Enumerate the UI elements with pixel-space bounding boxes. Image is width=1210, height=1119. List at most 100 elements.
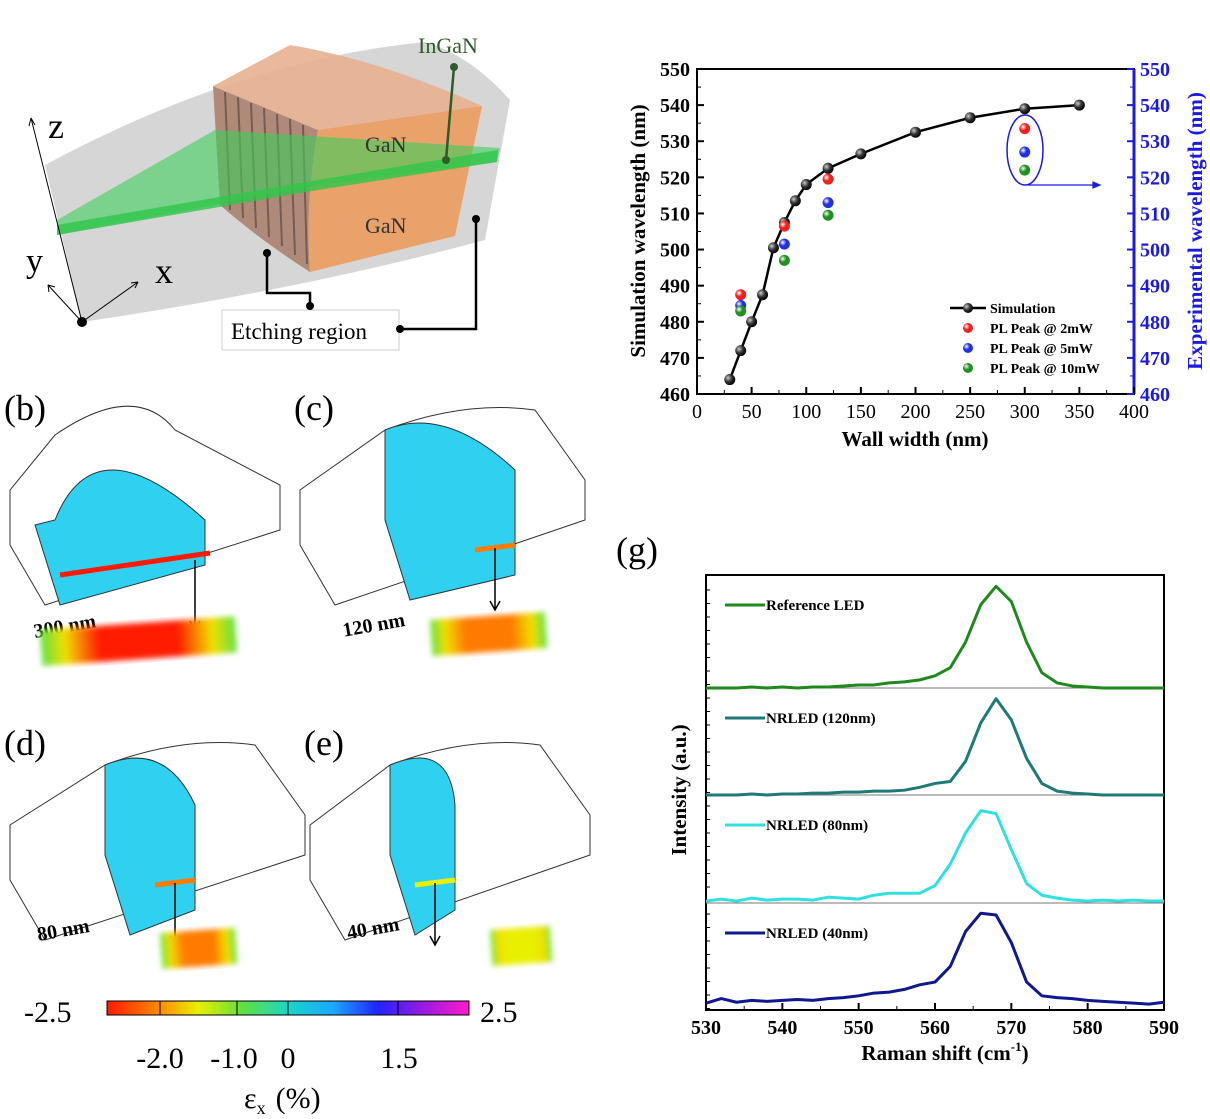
x-tick-label: 530 [691,1017,721,1039]
etching-pointer-2 [400,219,478,331]
data-point-simulation [789,195,801,207]
colorbar-title-symbol: ε [244,1082,257,1115]
x-axis-label: Raman shift (cm-1) [861,1039,1028,1065]
y2-tick-label: 470 [1140,348,1170,370]
raman-spectrum [706,697,1164,797]
axis-label-x: x [155,251,173,291]
strain-field [389,757,456,936]
data-point-simulation [757,289,769,301]
ingan-pointer [444,66,456,161]
x-tick-label: 250 [955,401,985,423]
legend-marker [963,363,973,373]
x-axis-label: Wall width (nm) [841,427,988,451]
data-point-simulation [855,148,867,160]
legend-marker [963,303,973,313]
data-point-simulation [746,316,758,328]
panel-label-g: (g) [616,530,658,570]
colorbar-title-sub: x [257,1098,266,1118]
label-gan-top: GaN [365,132,407,157]
strain-profile-bar [40,616,238,666]
data-point-pl-peak-10mw [822,209,834,221]
highlight-arrow [1028,181,1102,189]
raman-spectrum [705,911,1165,1006]
x-tick-label: 0 [692,401,702,423]
etching-pointer-1 [265,253,312,308]
panel-label: (d) [4,723,46,763]
legend-label: Reference LED [766,598,865,614]
strain-profile-bar [489,925,553,966]
data-point-simulation [1073,99,1085,111]
y2-axis-label: Experimental wavelength (nm) [1183,92,1207,370]
data-point-simulation [735,345,747,357]
x-tick-label: 560 [920,1017,950,1039]
colorbar-title-unit: (%) [276,1082,321,1115]
colorbar-min: -2.5 [24,996,72,1029]
legend-marker [963,343,973,353]
data-point-pl-peak-5mw [1019,146,1031,158]
x-tick-label: 550 [844,1017,874,1039]
data-point-pl-peak-2mw [735,289,747,301]
x-tick-label: 580 [1073,1017,1103,1039]
gan-top-face [213,45,482,130]
legend-label: NRLED (80nm) [766,818,868,834]
strain-panel: (b)300 nm [4,388,281,666]
data-point-pl-peak-10mw [1019,164,1031,176]
legend-marker [963,323,973,333]
raman-spectrum [706,584,1164,690]
arrow-icon [489,548,501,612]
y-tick-label: 510 [660,203,690,225]
data-point-pl-peak-10mw [735,305,747,317]
strain-field [384,422,516,601]
label-etching-region: Etching region [231,319,368,344]
x-tick-label: 400 [1119,401,1149,423]
ingan-band [57,150,498,235]
data-point-simulation [724,374,736,386]
x-axis-label-end: ) [1022,1041,1029,1065]
axes-triad [28,117,139,323]
panel-label: (b) [4,388,46,428]
legend-label: Simulation [990,302,1056,317]
label-gan-bottom: GaN [365,213,407,238]
arrow-icon [429,883,441,947]
quantum-well [154,877,196,888]
x-tick-label: 540 [767,1017,797,1039]
y2-tick-label: 490 [1140,276,1170,298]
quantum-well [414,877,456,888]
strain-field [104,757,196,936]
panel-label: (c) [294,388,334,428]
label-ingan: InGaN [418,33,478,58]
strain-panel: (e)40 nm [304,723,591,966]
y2-tick-label: 540 [1140,95,1170,117]
legend: Simulation PL Peak @ 2mW PL Peak @ 5mW PL P… [950,302,1100,377]
y-tick-label: 540 [660,95,690,117]
wall-width-label: 120 nm [341,609,407,642]
y-tick-label: 550 [660,59,690,81]
strain-profile-bar [159,927,238,969]
panel-label: (e) [304,723,344,763]
y-axis-label: Intensity (a.u.) [667,724,691,855]
x-tick-label: 100 [791,401,821,423]
legend-label: PL Peak @ 2mW [990,322,1093,337]
legend-label: NRLED (120nm) [766,711,876,727]
x-axis-label-text: Raman shift (cm [861,1041,1011,1065]
y2-tick-label: 550 [1140,59,1170,81]
x-tick-label: 570 [996,1017,1026,1039]
data-point-pl-peak-5mw [822,197,834,209]
x-tick-label: 150 [846,401,876,423]
data-point-simulation [964,112,976,124]
y2-tick-label: 510 [1140,203,1170,225]
colorbar-tick-label: 1.5 [380,1042,418,1075]
data-point-simulation [767,242,779,254]
plot-frame [705,574,1165,1011]
legend-label: NRLED (40nm) [766,926,868,942]
y2-tick-label: 480 [1140,312,1170,334]
y-tick-label: 460 [660,384,690,406]
x-tick-label: 590 [1149,1017,1179,1039]
x-tick-label: 300 [1010,401,1040,423]
raman-chart: (g) 530 540 550 560 570 580 590 Reference LED N… [616,530,1179,1065]
strain-panel: (d)80 nm [4,723,306,969]
axis-label-y: y [26,243,43,280]
y-tick-label: 490 [660,276,690,298]
